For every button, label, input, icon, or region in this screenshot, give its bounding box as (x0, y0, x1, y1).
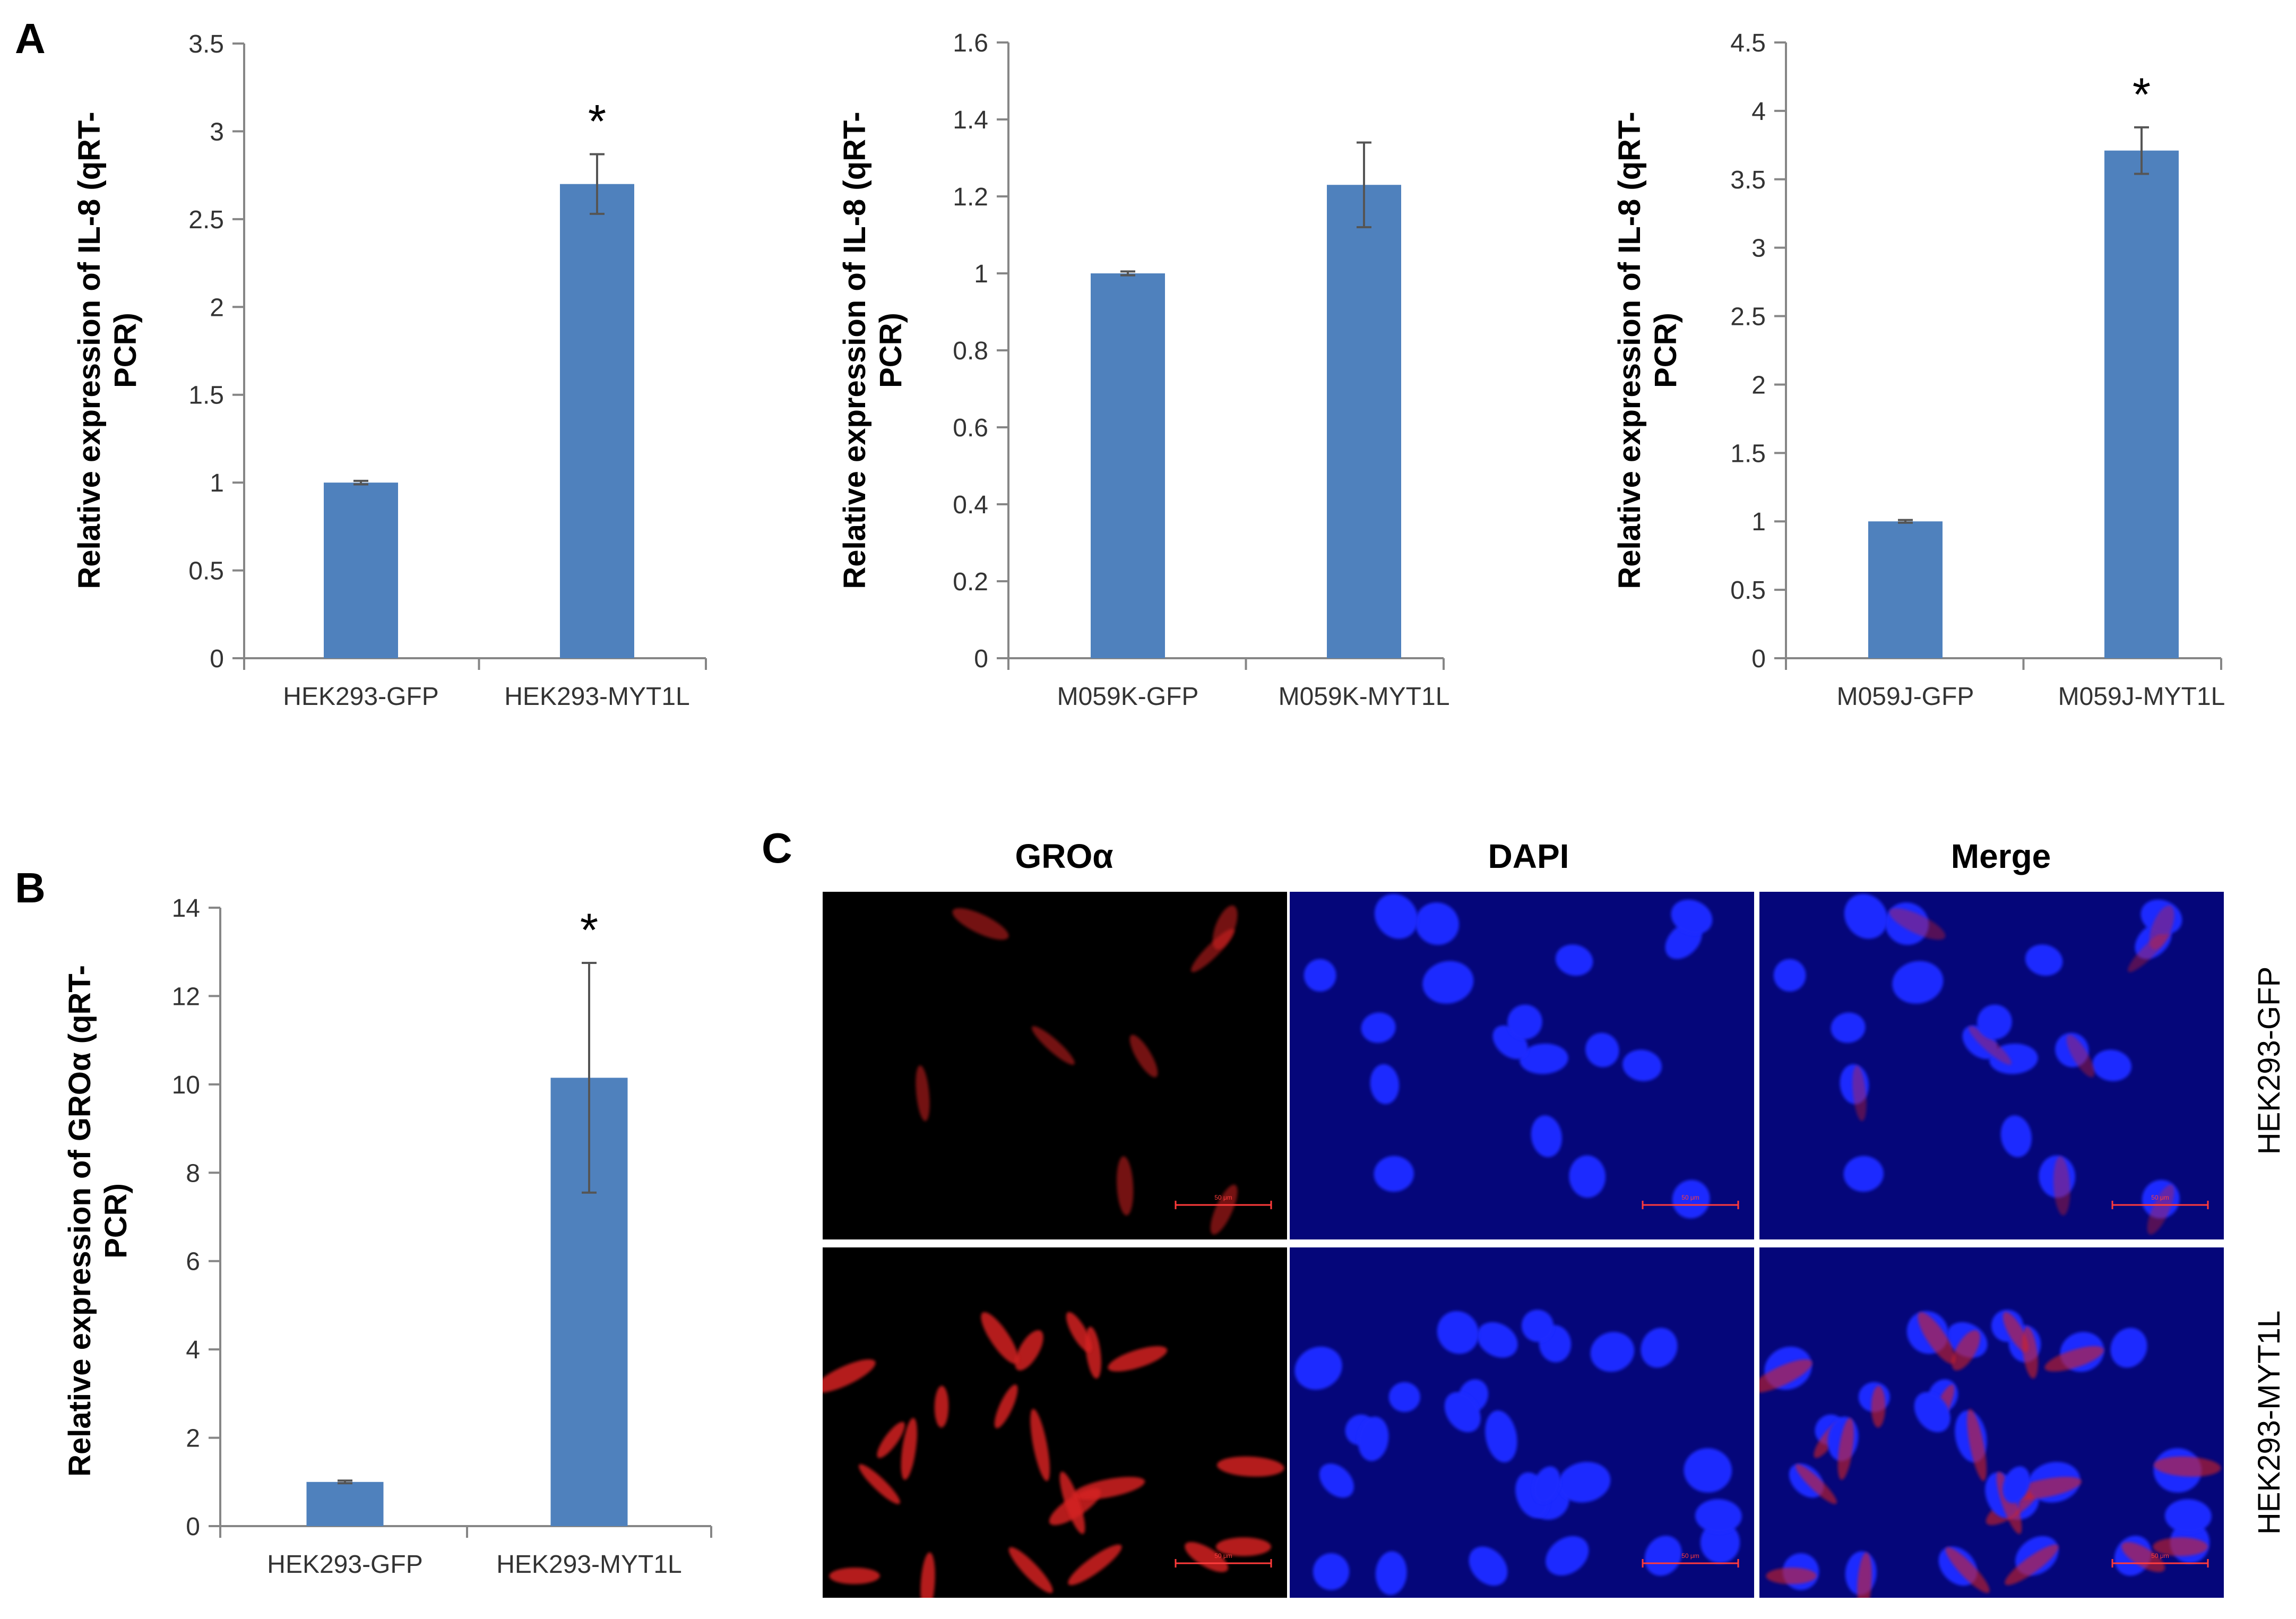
x-category-label: M059J-MYT1L (2058, 683, 2225, 711)
chart-il8-m059k: 0 0.2 0.4 0.6 0.8 1 1.2 1.4 1.6 M059K-GFP M059K-MY… (838, 29, 1449, 711)
y-tick-label: 0.6 (953, 414, 988, 442)
bar-hek293-myt1l (560, 184, 634, 659)
micro-image-hek293-myt1l-groα: 50 μm (823, 1247, 1287, 1598)
y-tick-label: 2 (210, 294, 224, 322)
bar-hek293-gfp (324, 483, 398, 658)
panel-label-a: A (15, 15, 46, 62)
x-category-label: HEK293-GFP (283, 683, 438, 711)
y-tick-label: 8 (186, 1159, 200, 1187)
micro-column-merge: Merge (1951, 837, 2051, 875)
micro-image-hek293-gfp-dapi: 50 μm (1290, 892, 1754, 1239)
y-tick-label: 3.5 (188, 30, 224, 58)
micro-image-hek293-myt1l-dapi: 50 μm (1290, 1247, 1754, 1598)
y-axis-label: Relative expression of IL-8 (qRT-PCR) (72, 111, 143, 589)
y-tick-label: 12 (172, 983, 200, 1011)
y-tick-label: 0.5 (188, 557, 224, 585)
y-tick-label: 0.5 (1730, 576, 1766, 605)
bar-m059k-gfp (1091, 273, 1165, 658)
y-tick-label: 0 (186, 1513, 200, 1541)
micro-column-dapi: DAPI (1488, 837, 1569, 875)
y-tick-label: 0.4 (953, 491, 988, 519)
y-tick-label: 2 (186, 1425, 200, 1453)
y-tick-label: 10 (172, 1071, 200, 1099)
significance-star: * (580, 903, 598, 956)
y-tick-label: 0.2 (953, 568, 988, 596)
y-tick-label: 1 (974, 260, 988, 288)
bar-m059k-myt1l (1327, 185, 1401, 658)
y-tick-label: 14 (172, 894, 200, 923)
panel-label-b: B (15, 864, 46, 911)
micro-image-hek293-myt1l-merge: 50 μm (1759, 1247, 2224, 1598)
y-tick-label: 3.5 (1730, 166, 1766, 194)
y-tick-label: 3 (210, 118, 224, 146)
y-tick-label: 1.5 (1730, 440, 1766, 468)
y-tick-label: 0 (1751, 645, 1766, 673)
x-category-label: HEK293-MYT1L (496, 1551, 681, 1579)
scale-bar-label: 50 μm (1214, 1552, 1232, 1560)
x-category-label: M059J-GFP (1837, 683, 1974, 711)
y-axis-label: Relative expression of GROα (qRT-PCR) (63, 965, 133, 1477)
y-tick-label: 2.5 (188, 206, 224, 234)
chart-il8-m059j: 0 0.5 1 1.5 2 2.5 3 3.5 4 4.5 M059J-GFP M059J-MYT1L… (1612, 29, 2225, 711)
y-tick-label: 1.6 (953, 29, 988, 57)
y-tick-label: 1.2 (953, 183, 988, 211)
y-tick-label: 1.5 (188, 382, 224, 410)
chart-il8-hek293: 0 0.5 1 1.5 2 2.5 3 3.5 HEK293-GFP HEK293-MYT1L * R… (72, 30, 707, 711)
chart-groa-hek293: 0 2 4 6 8 10 12 14 HEK293-GFP HEK293-MYT1L * Relati… (63, 894, 712, 1579)
y-tick-label: 0 (974, 645, 988, 673)
y-tick-label: 6 (186, 1248, 200, 1276)
y-tick-label: 0.8 (953, 337, 988, 365)
scale-bar-label: 50 μm (1681, 1194, 1699, 1201)
x-category-label: M059K-GFP (1057, 683, 1199, 711)
bar-m059j-gfp (1868, 521, 1943, 658)
panel-label-c: C (762, 824, 792, 872)
y-tick-label: 4 (186, 1336, 200, 1364)
y-tick-label: 4 (1751, 98, 1766, 126)
bar-m059j-myt1l (2104, 150, 2179, 659)
micro-image-hek293-gfp-merge: 50 μm (1759, 892, 2224, 1239)
y-tick-label: 1.4 (953, 106, 988, 134)
x-category-label: HEK293-MYT1L (504, 683, 689, 711)
significance-star: * (2133, 68, 2151, 120)
x-category-label: M059K-MYT1L (1279, 683, 1450, 711)
scale-bar-label: 50 μm (1214, 1194, 1232, 1201)
y-tick-label: 0 (210, 645, 224, 673)
micro-image-hek293-gfp-groα: 50 μm (823, 892, 1287, 1239)
micro-row-hek293-myt1l: HEK293-MYT1L (2252, 1311, 2286, 1535)
y-tick-label: 2.5 (1730, 303, 1766, 331)
y-tick-label: 3 (1751, 235, 1766, 263)
y-tick-label: 4.5 (1730, 29, 1766, 57)
microscopy-panel: GROα DAPI Merge HEK293-GFP HEK293-MYT1L … (823, 837, 2286, 1598)
y-tick-label: 1 (1751, 508, 1766, 536)
y-tick-label: 2 (1751, 371, 1766, 399)
y-axis-label: Relative expression of IL-8 (qRT-PCR) (1612, 111, 1683, 589)
x-category-label: HEK293-GFP (267, 1551, 422, 1579)
scale-bar-label: 50 μm (1681, 1552, 1699, 1560)
significance-star: * (588, 94, 606, 147)
scale-bar-label: 50 μm (2151, 1552, 2169, 1560)
micro-column-groa: GROα (1015, 837, 1113, 875)
micro-row-hek293-gfp: HEK293-GFP (2252, 967, 2286, 1155)
y-tick-label: 1 (210, 469, 224, 497)
bar-hek293-gfp (306, 1482, 384, 1526)
y-axis-label: Relative expression of IL-8 (qRT-PCR) (838, 111, 908, 589)
scale-bar-label: 50 μm (2151, 1194, 2169, 1201)
